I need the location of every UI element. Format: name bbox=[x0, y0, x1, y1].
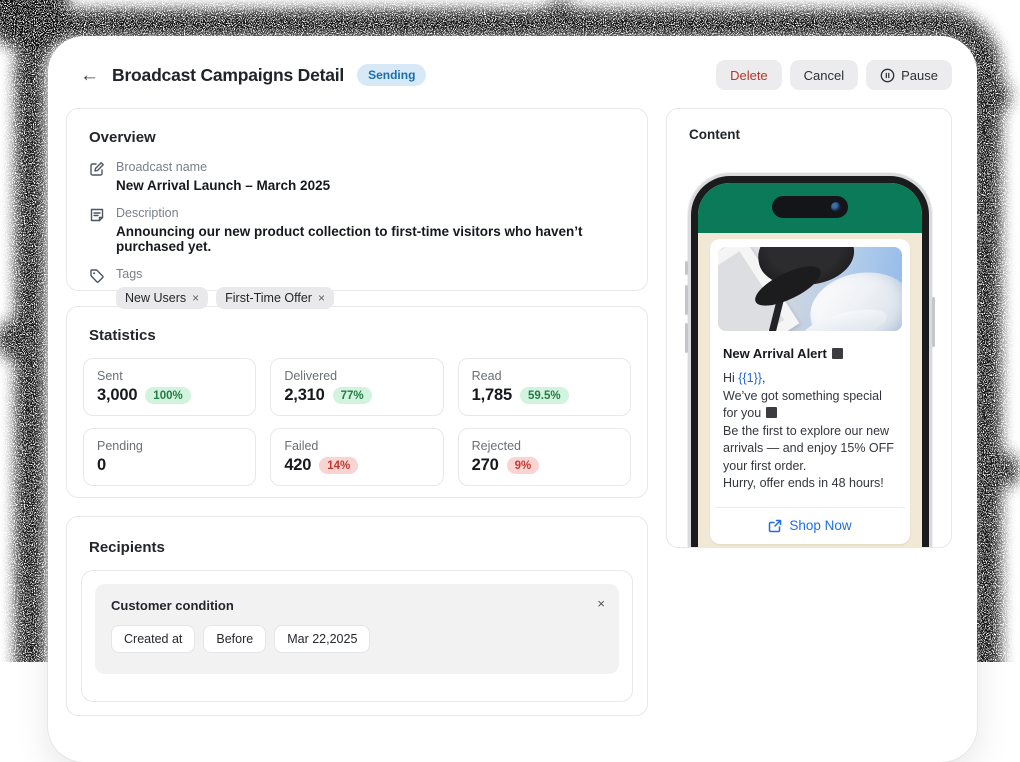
stat-card-pending: Pending 0 bbox=[83, 428, 257, 486]
stat-label: Delivered bbox=[284, 369, 338, 383]
recipients-card: Recipients Customer condition × Created … bbox=[66, 516, 648, 716]
condition-value-pill[interactable]: Mar 22,2025 bbox=[274, 625, 371, 653]
tag-remove-icon[interactable]: × bbox=[192, 291, 200, 305]
greeting-suffix: , bbox=[761, 371, 766, 385]
greeting-prefix: Hi bbox=[723, 371, 739, 385]
stat-card-rejected: Rejected 270 9% bbox=[457, 428, 631, 486]
broadcast-detail-page: ← Broadcast Campaigns Detail Sending Del… bbox=[48, 36, 977, 762]
dynamic-island bbox=[772, 196, 848, 218]
cancel-button[interactable]: Cancel bbox=[789, 60, 859, 90]
condition-field-pill[interactable]: Created at bbox=[111, 625, 196, 653]
tag-label: First-Time Offer bbox=[225, 291, 312, 305]
phone-bezel: New Arrival Alert Hi {{1}}, We’ve got so… bbox=[691, 176, 929, 547]
condition-operator-pill[interactable]: Before bbox=[203, 625, 267, 653]
pause-button-label: Pause bbox=[901, 67, 938, 83]
status-badge: Sending bbox=[357, 64, 427, 86]
stat-card-failed: Failed 420 14% bbox=[270, 428, 444, 486]
stat-percentage-badge: 14% bbox=[319, 457, 359, 474]
statistics-grid: Sent 3,000 100% Delivered 2,310 77% Read… bbox=[83, 358, 631, 486]
stat-percentage-badge: 59.5% bbox=[519, 387, 569, 404]
stat-label: Sent bbox=[97, 369, 123, 383]
stat-label: Failed bbox=[284, 439, 319, 453]
external-link-icon bbox=[769, 519, 782, 532]
stat-card-delivered: Delivered 2,310 77% bbox=[270, 358, 444, 416]
shop-now-label: Shop Now bbox=[789, 518, 852, 533]
stat-value: 0 bbox=[97, 456, 106, 474]
message-line2: We’ve got something special for you bbox=[723, 388, 882, 421]
condition-close-icon[interactable]: × bbox=[597, 596, 605, 611]
template-variable: {{1}} bbox=[738, 371, 762, 385]
message-headline-text: New Arrival Alert bbox=[723, 346, 827, 361]
statistics-title: Statistics bbox=[89, 327, 156, 344]
whatsapp-message-bubble: New Arrival Alert Hi {{1}}, We’ve got so… bbox=[710, 239, 910, 544]
message-body: New Arrival Alert Hi {{1}}, We’ve got so… bbox=[715, 346, 905, 544]
overview-title: Overview bbox=[89, 129, 156, 146]
tag-icon bbox=[90, 269, 104, 283]
customer-condition-panel: Customer condition × Created at Before M… bbox=[95, 584, 619, 674]
stat-percentage-badge: 9% bbox=[506, 457, 540, 474]
statistics-card: Statistics Sent 3,000 100% Delivered 2,3… bbox=[66, 306, 648, 498]
page-title: Broadcast Campaigns Detail bbox=[112, 64, 345, 85]
broadcast-name-row: Broadcast name New Arrival Launch – Marc… bbox=[89, 160, 625, 193]
phone-volume-up-button bbox=[685, 285, 688, 315]
stat-label: Rejected bbox=[471, 439, 521, 453]
stat-value: 1,785 bbox=[471, 386, 512, 404]
condition-title: Customer condition bbox=[111, 598, 234, 613]
delete-button[interactable]: Delete bbox=[716, 60, 782, 90]
recipients-conditions-box: Customer condition × Created at Before M… bbox=[81, 570, 633, 702]
stat-percentage-badge: 100% bbox=[145, 387, 191, 404]
tags-row: Tags New Users × First-Time Offer × bbox=[89, 267, 625, 309]
stat-percentage-badge: 77% bbox=[332, 387, 372, 404]
stat-value: 2,310 bbox=[284, 386, 325, 404]
stat-value: 270 bbox=[471, 456, 499, 474]
phone-preview: New Arrival Alert Hi {{1}}, We’ve got so… bbox=[685, 173, 935, 547]
stat-value: 3,000 bbox=[97, 386, 138, 404]
description-row: Description Announcing our new product c… bbox=[89, 206, 625, 254]
tag-chip: First-Time Offer × bbox=[216, 287, 334, 309]
tag-label: New Users bbox=[125, 291, 187, 305]
pause-button[interactable]: Pause bbox=[866, 60, 952, 90]
missing-emoji-glyph bbox=[766, 407, 778, 418]
message-line4: Hurry, offer ends in 48 hours! bbox=[723, 476, 884, 490]
message-headline: New Arrival Alert bbox=[723, 346, 897, 361]
phone-power-button bbox=[932, 297, 935, 347]
stat-value: 420 bbox=[284, 456, 312, 474]
tag-chip: New Users × bbox=[116, 287, 209, 309]
recipients-title: Recipients bbox=[89, 539, 165, 556]
stat-card-sent: Sent 3,000 100% bbox=[83, 358, 257, 416]
broadcast-name-value: New Arrival Launch – March 2025 bbox=[116, 178, 331, 193]
broadcast-name-label: Broadcast name bbox=[116, 160, 208, 174]
content-title: Content bbox=[689, 127, 740, 142]
description-label: Description bbox=[116, 206, 179, 220]
back-arrow-icon[interactable]: ← bbox=[80, 64, 99, 86]
edit-icon bbox=[90, 162, 104, 176]
right-column: Content bbox=[666, 108, 952, 548]
phone-screen: New Arrival Alert Hi {{1}}, We’ve got so… bbox=[698, 183, 922, 547]
phone-volume-down-button bbox=[685, 323, 688, 353]
content-card: Content bbox=[666, 108, 952, 548]
phone-camera-dot bbox=[831, 202, 841, 212]
page-header: ← Broadcast Campaigns Detail Sending Del… bbox=[48, 36, 977, 90]
tags-list: New Users × First-Time Offer × bbox=[116, 287, 334, 309]
product-image bbox=[718, 247, 902, 331]
shop-now-button[interactable]: Shop Now bbox=[715, 506, 905, 544]
message-line3: Be the first to explore our new arrivals… bbox=[723, 423, 894, 473]
description-value: Announcing our new product collection to… bbox=[116, 224, 583, 254]
header-actions: Delete Cancel Pause bbox=[716, 60, 952, 90]
pause-icon bbox=[880, 68, 895, 82]
left-column: Overview Broadcast name New Arrival Laun… bbox=[66, 108, 648, 716]
stat-label: Read bbox=[471, 369, 502, 383]
message-text: Hi {{1}}, We’ve got something special fo… bbox=[723, 370, 897, 493]
note-icon bbox=[90, 208, 104, 222]
phone-mute-switch bbox=[685, 261, 688, 275]
stat-label: Pending bbox=[97, 439, 143, 453]
tags-label: Tags bbox=[116, 267, 143, 281]
condition-pills: Created at Before Mar 22,2025 bbox=[111, 625, 603, 653]
tag-remove-icon[interactable]: × bbox=[317, 291, 325, 305]
stat-card-read: Read 1,785 59.5% bbox=[457, 358, 631, 416]
missing-emoji-glyph bbox=[831, 348, 843, 359]
overview-card: Overview Broadcast name New Arrival Laun… bbox=[66, 108, 648, 309]
